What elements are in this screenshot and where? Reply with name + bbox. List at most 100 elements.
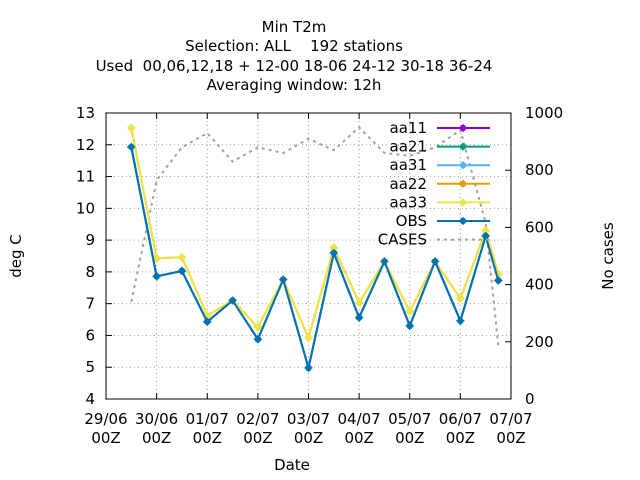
legend-marker — [459, 161, 467, 170]
y2-tick-label: 600 — [525, 218, 554, 236]
data-point-obs — [177, 266, 186, 275]
legend-marker — [459, 142, 467, 151]
y2-axis-ticks: 0 200 400 600 800 1000 — [505, 104, 563, 408]
legend-entry-aa21: aa21 — [390, 138, 490, 156]
y2-axis-label: No cases — [599, 222, 617, 290]
y-tick-label: 11 — [76, 168, 95, 186]
legend-marker — [459, 198, 467, 207]
y2-tick-label: 0 — [525, 390, 535, 408]
data-point-obs — [127, 143, 136, 152]
legend-label: aa11 — [390, 119, 427, 137]
y-tick-label: 10 — [76, 199, 95, 217]
legend-label: aa31 — [390, 156, 427, 174]
legend-marker — [459, 124, 467, 132]
plot-area-border — [105, 112, 512, 400]
legend-label: OBS — [396, 212, 427, 230]
x-tick-label-date: 06/07 — [439, 410, 482, 428]
y-tick-label: 9 — [85, 231, 95, 249]
y2-tick-label: 400 — [525, 276, 554, 294]
series-line-aa33 — [130, 127, 500, 339]
data-point-obs — [380, 257, 389, 266]
x-tick-label-date: 01/07 — [186, 410, 229, 428]
x-tick-label-date: 29/06 — [84, 410, 127, 428]
x-tick-label-time: 00Z — [496, 429, 525, 447]
data-point-obs — [456, 316, 465, 325]
x-tick-label-date: 07/07 — [489, 410, 532, 428]
data-point-aa33 — [405, 307, 414, 316]
x-tick-label-time: 00Z — [91, 429, 120, 447]
y2-tick-label: 1000 — [525, 104, 563, 122]
series-line-cases — [130, 125, 500, 347]
x-tick-label-time: 00Z — [243, 429, 272, 447]
x-tick-label-date: 30/06 — [135, 410, 178, 428]
data-point-obs — [152, 272, 161, 281]
series-line-aa22 — [130, 127, 500, 339]
x-tick-label-date: 05/07 — [388, 410, 431, 428]
legend-entry-cases: CASES — [378, 231, 490, 249]
data-point-obs — [405, 321, 414, 330]
data-point-obs — [203, 317, 212, 326]
x-axis-label: Date — [274, 456, 310, 474]
legend-label: aa21 — [390, 138, 427, 156]
series-layer — [127, 123, 503, 372]
x-tick-label-date: 02/07 — [236, 410, 279, 428]
series-aa22 — [127, 123, 503, 342]
series-line-obs — [130, 146, 500, 369]
y-tick-label: 12 — [76, 136, 95, 154]
grid-lines — [106, 113, 511, 399]
y-tick-label: 4 — [85, 390, 95, 408]
y2-tick-label: 200 — [525, 333, 554, 351]
title-line-3: Used 00,06,12,18 + 12-00 18-06 24-12 30-… — [96, 57, 493, 75]
x-tick-label-date: 03/07 — [287, 410, 330, 428]
y2-tick-label: 800 — [525, 161, 554, 179]
data-point-aa33 — [177, 253, 186, 262]
data-point-obs — [253, 335, 262, 344]
y-axis-ticks: 4 5 6 7 8 9 10 11 12 13 — [76, 104, 112, 408]
data-point-obs — [355, 313, 364, 322]
y-tick-label: 6 — [85, 326, 95, 344]
legend-entry-aa11: aa11 — [390, 119, 490, 137]
legend-marker — [459, 217, 467, 225]
legend-label: CASES — [378, 231, 427, 249]
x-tick-label-time: 00Z — [142, 429, 171, 447]
data-point-aa33 — [127, 123, 136, 132]
legend-label: aa33 — [390, 193, 427, 211]
x-tick-label-date: 04/07 — [338, 410, 381, 428]
legend-label: aa22 — [390, 175, 427, 193]
data-point-obs — [329, 248, 338, 257]
legend-entry-obs: OBS — [396, 212, 490, 230]
data-point-obs — [279, 275, 288, 284]
series-obs — [127, 143, 503, 372]
title-line-4: Averaging window: 12h — [207, 76, 382, 94]
data-point-obs — [481, 231, 490, 240]
x-tick-label-time: 00Z — [395, 429, 424, 447]
y-tick-label: 8 — [85, 263, 95, 281]
legend-entry-aa22: aa22 — [390, 175, 490, 193]
data-point-obs — [304, 363, 313, 372]
x-tick-label-time: 00Z — [193, 429, 222, 447]
series-aa33 — [127, 123, 503, 342]
chart-title: Min T2m Selection: ALL 192 stations Used… — [96, 18, 493, 94]
data-point-aa33 — [329, 243, 338, 252]
y-axis-label: deg C — [7, 234, 25, 278]
legend-entry-aa31: aa31 — [390, 156, 490, 174]
legend-marker — [459, 179, 467, 188]
data-point-aa33 — [304, 333, 313, 342]
data-point-aa33 — [456, 294, 465, 303]
data-point-obs — [494, 276, 503, 285]
y-tick-label: 13 — [76, 104, 95, 122]
data-point-obs — [431, 257, 440, 266]
title-line-2: Selection: ALL 192 stations — [185, 37, 403, 55]
y-tick-label: 7 — [85, 295, 95, 313]
x-tick-label-time: 00Z — [446, 429, 475, 447]
legend-entry-aa33: aa33 — [390, 193, 490, 211]
data-point-obs — [228, 296, 237, 305]
data-point-aa33 — [355, 298, 364, 307]
x-axis-ticks: 29/0600Z30/0600Z01/0700Z02/0700Z03/0700Z… — [84, 113, 533, 447]
title-line-1: Min T2m — [262, 18, 327, 36]
y-tick-label: 5 — [85, 358, 95, 376]
data-point-aa33 — [253, 323, 262, 332]
x-tick-label-time: 00Z — [344, 429, 373, 447]
